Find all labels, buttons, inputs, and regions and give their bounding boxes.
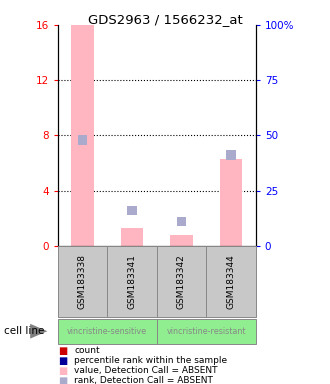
- Text: GSM183344: GSM183344: [226, 254, 236, 309]
- Text: count: count: [74, 346, 100, 355]
- Bar: [127, 205, 137, 215]
- Text: vincristine-resistant: vincristine-resistant: [167, 327, 246, 336]
- Bar: [170, 235, 193, 246]
- Bar: [58, 246, 107, 317]
- Text: ■: ■: [58, 366, 67, 376]
- Bar: [177, 217, 186, 226]
- Text: cell line: cell line: [4, 326, 45, 336]
- Text: rank, Detection Call = ABSENT: rank, Detection Call = ABSENT: [74, 376, 213, 384]
- Text: ■: ■: [58, 356, 67, 366]
- Bar: [220, 159, 242, 246]
- Bar: [78, 135, 87, 145]
- Text: percentile rank within the sample: percentile rank within the sample: [74, 356, 227, 365]
- Bar: [226, 151, 236, 160]
- Bar: [157, 246, 206, 317]
- Text: GSM183338: GSM183338: [78, 254, 87, 309]
- Polygon shape: [30, 324, 48, 339]
- Text: ■: ■: [58, 376, 67, 384]
- Bar: [58, 319, 157, 344]
- Bar: [121, 228, 143, 246]
- Text: GSM183342: GSM183342: [177, 254, 186, 309]
- Text: ■: ■: [58, 346, 67, 356]
- Bar: [107, 246, 157, 317]
- Text: GSM183341: GSM183341: [127, 254, 137, 309]
- Text: GDS2963 / 1566232_at: GDS2963 / 1566232_at: [88, 13, 242, 26]
- Text: value, Detection Call = ABSENT: value, Detection Call = ABSENT: [74, 366, 218, 375]
- Text: vincristine-sensitive: vincristine-sensitive: [67, 327, 147, 336]
- Bar: [71, 25, 94, 246]
- Bar: [206, 246, 256, 317]
- Bar: [157, 319, 256, 344]
